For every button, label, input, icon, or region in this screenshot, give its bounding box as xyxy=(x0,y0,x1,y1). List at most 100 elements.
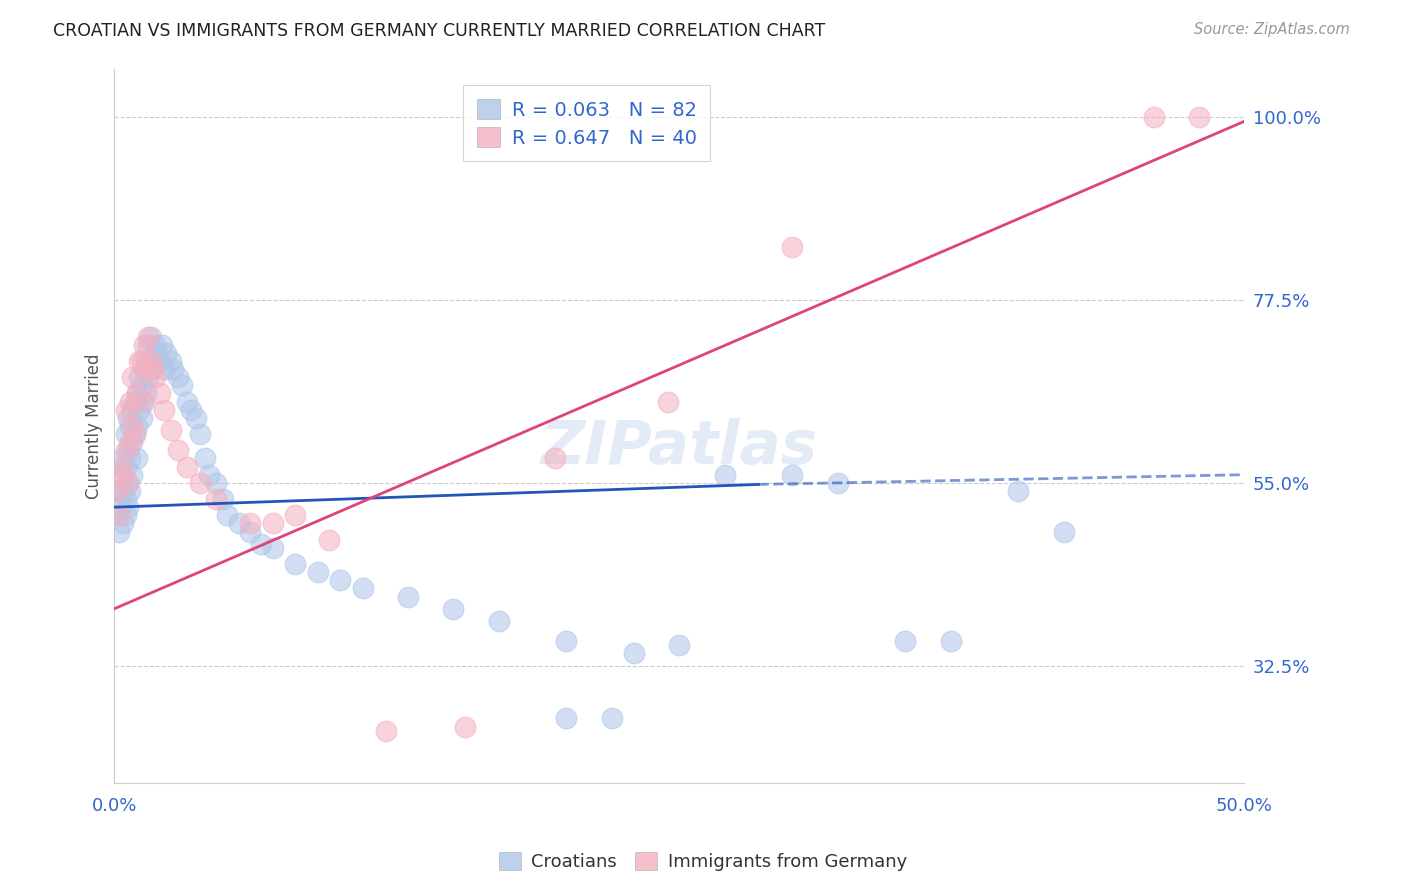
Point xyxy=(112,483,135,498)
Point xyxy=(228,516,250,531)
Point xyxy=(124,427,146,442)
Point xyxy=(668,638,690,652)
Point xyxy=(117,410,139,425)
Text: CROATIAN VS IMMIGRANTS FROM GERMANY CURRENTLY MARRIED CORRELATION CHART: CROATIAN VS IMMIGRANTS FROM GERMANY CURR… xyxy=(53,22,825,40)
Point xyxy=(149,386,172,401)
Point xyxy=(114,491,136,506)
Point xyxy=(114,459,136,474)
Point xyxy=(136,370,159,384)
Point xyxy=(262,516,284,531)
Point xyxy=(117,443,139,458)
Point xyxy=(135,354,157,368)
Point xyxy=(205,475,228,490)
Point xyxy=(139,329,162,343)
Point xyxy=(135,362,157,376)
Point xyxy=(150,337,173,351)
Point xyxy=(110,467,132,482)
Point xyxy=(121,370,143,384)
Point xyxy=(239,524,262,539)
Point xyxy=(212,491,235,506)
Point xyxy=(555,711,578,725)
Point xyxy=(146,346,169,360)
Point xyxy=(125,386,148,401)
Point xyxy=(149,354,172,368)
Point xyxy=(894,634,917,648)
Point xyxy=(713,467,735,482)
Point xyxy=(488,614,510,628)
Point xyxy=(131,394,153,409)
Point xyxy=(555,634,578,648)
Point xyxy=(939,634,962,648)
Point xyxy=(125,451,148,466)
Point xyxy=(239,516,262,531)
Point xyxy=(112,467,135,482)
Point xyxy=(114,508,136,523)
Legend: Croatians, Immigrants from Germany: Croatians, Immigrants from Germany xyxy=(492,845,914,879)
Point xyxy=(112,451,135,466)
Point xyxy=(112,516,135,531)
Point xyxy=(105,508,128,523)
Point xyxy=(184,410,207,425)
Point xyxy=(396,590,419,604)
Point xyxy=(454,719,477,733)
Point xyxy=(108,524,131,539)
Point xyxy=(782,467,804,482)
Point xyxy=(205,491,228,506)
Point xyxy=(108,483,131,498)
Point xyxy=(284,508,307,523)
Point xyxy=(194,451,217,466)
Point xyxy=(153,402,176,417)
Point xyxy=(623,647,645,661)
Point xyxy=(131,354,153,368)
Point xyxy=(114,427,136,442)
Point xyxy=(121,402,143,417)
Point xyxy=(166,443,188,458)
Point xyxy=(120,435,142,450)
Point xyxy=(162,362,184,376)
Point xyxy=(188,427,211,442)
Point xyxy=(132,394,155,409)
Point xyxy=(117,500,139,515)
Point xyxy=(155,346,177,360)
Point xyxy=(657,394,679,409)
Point xyxy=(114,443,136,458)
Point xyxy=(120,483,142,498)
Point xyxy=(544,451,567,466)
Point xyxy=(132,337,155,351)
Point xyxy=(105,483,128,498)
Point xyxy=(108,508,131,523)
Point xyxy=(172,378,194,392)
Point xyxy=(124,427,146,442)
Point xyxy=(132,362,155,376)
Point xyxy=(441,601,464,615)
Point xyxy=(128,370,150,384)
Point xyxy=(120,419,142,434)
Point xyxy=(284,557,307,571)
Legend: R = 0.063   N = 82, R = 0.647   N = 40: R = 0.063 N = 82, R = 0.647 N = 40 xyxy=(463,86,710,161)
Point xyxy=(124,394,146,409)
Point xyxy=(139,362,162,376)
Point xyxy=(117,475,139,490)
Point xyxy=(352,582,374,596)
Point xyxy=(307,565,329,579)
Point xyxy=(153,362,176,376)
Point xyxy=(1052,524,1074,539)
Point xyxy=(135,386,157,401)
Point xyxy=(1188,110,1211,124)
Y-axis label: Currently Married: Currently Married xyxy=(86,353,103,499)
Point xyxy=(125,419,148,434)
Point xyxy=(142,362,165,376)
Point xyxy=(114,402,136,417)
Point xyxy=(121,467,143,482)
Point xyxy=(121,435,143,450)
Point xyxy=(110,500,132,515)
Point xyxy=(180,402,202,417)
Point xyxy=(329,574,352,588)
Point xyxy=(374,723,396,738)
Point xyxy=(198,467,221,482)
Text: Source: ZipAtlas.com: Source: ZipAtlas.com xyxy=(1194,22,1350,37)
Point xyxy=(160,354,183,368)
Point xyxy=(600,711,623,725)
Point xyxy=(120,394,142,409)
Point xyxy=(131,378,153,392)
